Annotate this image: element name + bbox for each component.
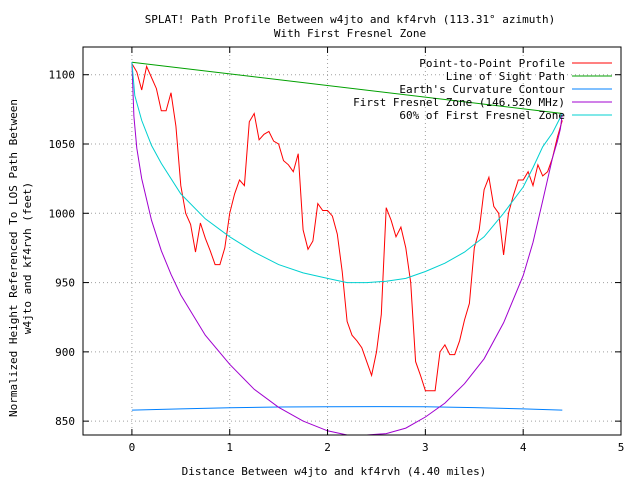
y-tick-label: 1000 <box>49 207 76 220</box>
y-tick-label: 1050 <box>49 138 76 151</box>
plot-frame <box>82 46 622 436</box>
series-line-earth-s-curvature-contour <box>131 406 563 411</box>
y-tick-label: 950 <box>55 277 75 290</box>
legend-label-first-fresnel-zone-146-520-mhz: First Fresnel Zone (146.520 MHz) <box>353 96 565 109</box>
chart-subtitle: With First Fresnel Zone <box>274 27 426 40</box>
x-tick-label: 0 <box>129 441 136 454</box>
x-axis-label: Distance Between w4jto and kf4rvh (4.40 … <box>182 465 487 478</box>
series-line-line-of-sight-path <box>131 61 563 114</box>
x-tick-label: 5 <box>618 441 625 454</box>
x-tick-label: 3 <box>422 441 429 454</box>
x-tick-label: 2 <box>324 441 331 454</box>
legend-label-point-to-point-profile: Point-to-Point Profile <box>419 57 565 70</box>
axis-ticks: 0 1 2 3 4 5 850 900 950 1000 1050 1100 <box>49 47 625 454</box>
y-tick-label: 850 <box>55 415 75 428</box>
series-line-point-to-point-profile <box>131 63 563 392</box>
y-tick-label: 1100 <box>49 69 76 82</box>
y-axis-label-line2: w4jto and kf4rvh (feet) <box>21 182 34 334</box>
y-tick-label: 900 <box>55 346 75 359</box>
x-tick-label: 1 <box>226 441 233 454</box>
grid <box>83 47 622 435</box>
series-line-60-of-first-fresnel-zone <box>131 62 563 284</box>
y-axis-label-line1: Normalized Height Referenced To LOS Path… <box>7 99 20 417</box>
legend-label-line-of-sight-path: Line of Sight Path <box>446 70 565 83</box>
x-tick-label: 4 <box>520 441 527 454</box>
chart-title: SPLAT! Path Profile Between w4jto and kf… <box>145 13 556 26</box>
legend-label-60-of-first-fresnel-zone: 60% of First Fresnel Zone <box>399 109 565 122</box>
legend-label-earth-s-curvature-contour: Earth's Curvature Contour <box>399 83 565 96</box>
